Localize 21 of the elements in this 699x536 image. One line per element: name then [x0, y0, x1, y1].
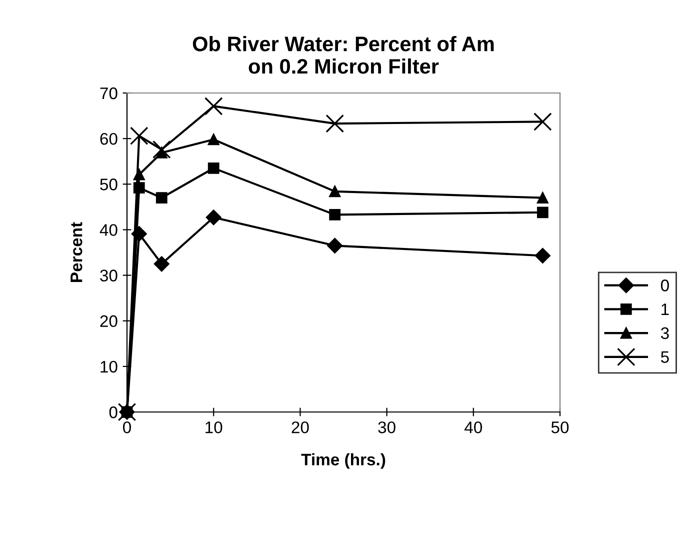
- x-tick-label: 20: [292, 421, 309, 434]
- x-tick-label: 40: [464, 421, 482, 434]
- chart-title: Ob River Water: Percent of Am on 0.2 Micron Filter: [192, 36, 494, 74]
- x-tick-label: 0: [123, 421, 131, 434]
- y-tick-label: 40: [100, 224, 118, 236]
- legend-label: 1: [662, 304, 669, 316]
- legend-label: 0: [660, 280, 669, 292]
- legend-label: 3: [660, 327, 669, 340]
- y-tick-label: 30: [100, 270, 118, 282]
- y-tick-label: 50: [100, 178, 118, 190]
- y-tick-label: 0: [109, 406, 118, 418]
- x-tick-label: 30: [378, 421, 396, 434]
- y-axis-title: Percent: [70, 222, 82, 282]
- legend-label: 5: [660, 351, 669, 363]
- x-tick-label: 50: [551, 421, 569, 434]
- y-tick-label: 20: [100, 315, 118, 328]
- y-tick-label: 10: [100, 360, 118, 373]
- x-tick-label: 10: [206, 421, 222, 434]
- y-tick-label: 70: [100, 87, 118, 100]
- x-axis-title: Time (hrs.): [301, 453, 386, 469]
- y-tick-label: 60: [100, 132, 118, 145]
